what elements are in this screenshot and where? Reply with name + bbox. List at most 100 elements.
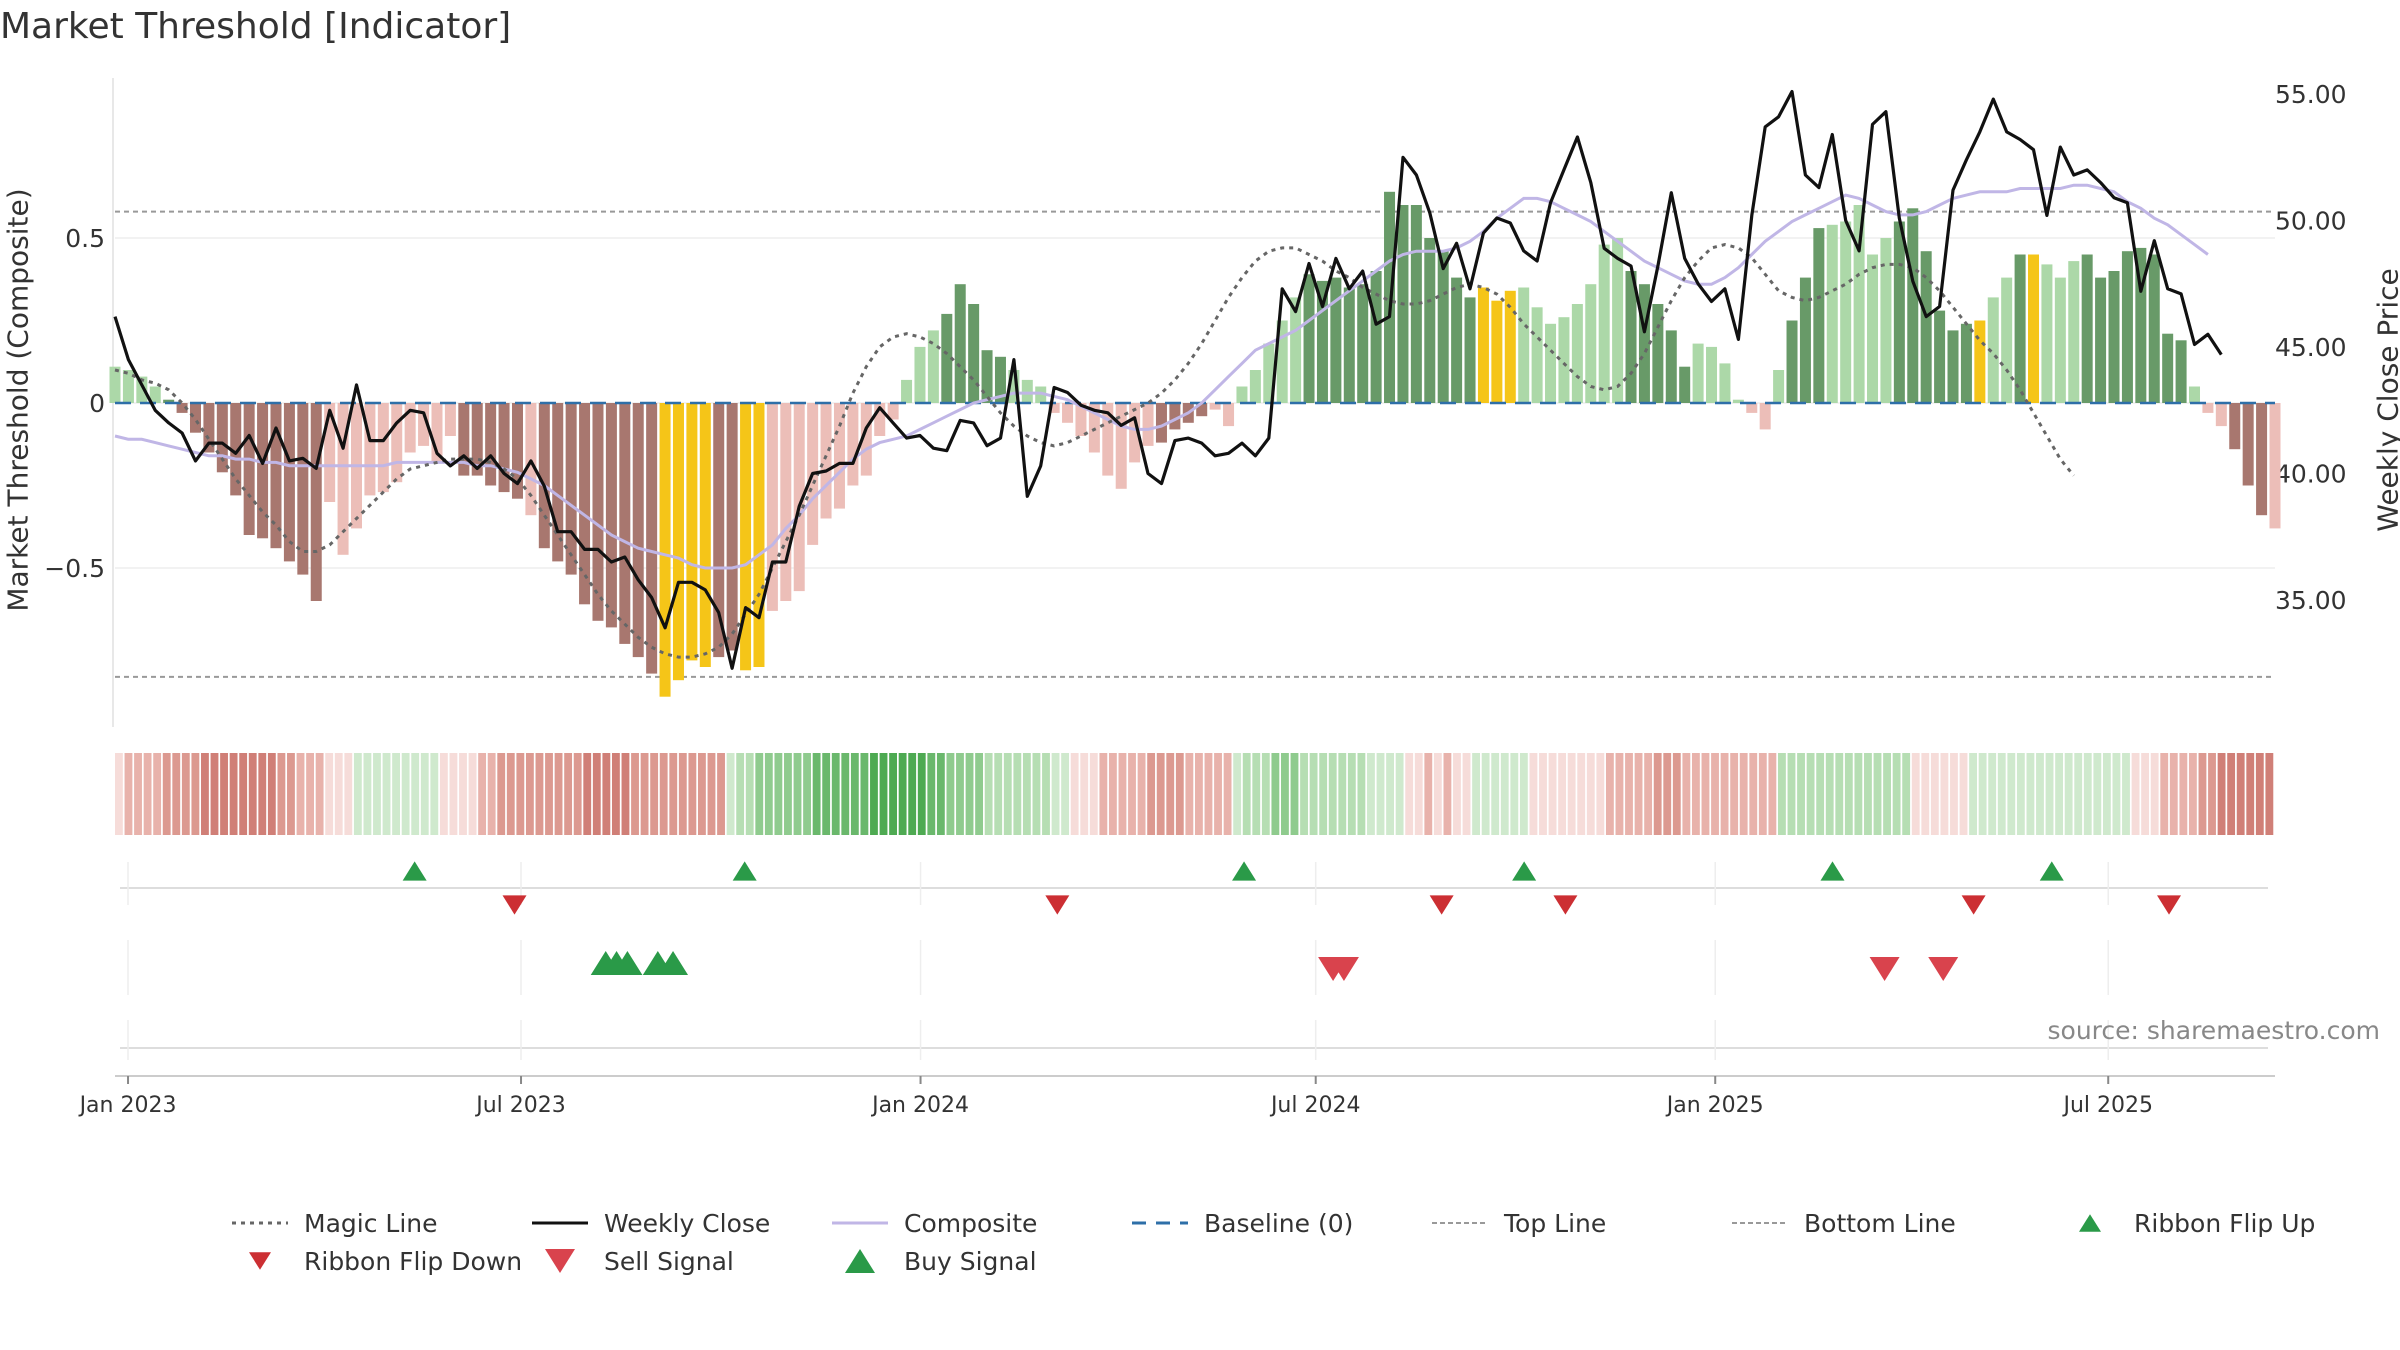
composite-bar (485, 403, 497, 486)
composite-bar (149, 386, 161, 403)
composite-bar (1330, 277, 1342, 403)
ribbon-cell (1883, 753, 1891, 835)
composite-bar (404, 403, 416, 453)
ribbon-cell (1864, 753, 1872, 835)
composite-bar (766, 403, 778, 611)
composite-bar (780, 403, 792, 601)
ribbon-cell (239, 753, 248, 835)
ribbon-cell (1988, 753, 1997, 835)
ribbon-cell (2131, 753, 2140, 835)
composite-bar (968, 304, 980, 403)
ribbon-cell (2255, 753, 2264, 835)
ribbon-cell (277, 753, 286, 835)
composite-bar (1612, 238, 1624, 403)
ribbon-cell (1529, 753, 1538, 835)
composite-bar (2095, 277, 2107, 403)
ribbon-cell (698, 753, 706, 835)
composite-bar (1196, 403, 1208, 417)
composite-bar (324, 403, 336, 502)
ribbon-cell (1930, 753, 1939, 835)
ribbon-cell (1567, 753, 1576, 835)
composite-bar (1062, 403, 1074, 423)
ribbon-cell (1089, 753, 1098, 835)
ribbon-cell (669, 753, 678, 835)
ribbon-cell (1634, 753, 1643, 835)
legend-label: Sell Signal (604, 1246, 734, 1276)
ribbon-cell (353, 753, 362, 835)
composite-bar (1773, 370, 1785, 403)
ribbon-cell (1281, 753, 1289, 835)
composite-bar (1075, 403, 1087, 436)
composite-bar (1585, 284, 1597, 403)
ribbon-cell (344, 753, 353, 835)
composite-bar (941, 313, 953, 403)
ribbon-cell (210, 753, 219, 835)
composite-bar (1437, 251, 1449, 403)
ribbon-cell (1500, 753, 1509, 835)
ribbon-cell (1653, 753, 1662, 835)
composite-bar (954, 284, 966, 403)
legend-swatch (232, 1221, 288, 1225)
ribbon-cell (2016, 753, 2025, 835)
legend-swatch (545, 1249, 575, 1273)
composite-bar (176, 403, 188, 413)
composite-bar (377, 403, 389, 493)
ribbon-cell (1586, 753, 1595, 835)
ribbon-cell (956, 753, 964, 835)
ribbon-cell (1950, 753, 1958, 835)
composite-bar (1249, 370, 1261, 403)
x-tick-label: Jan 2023 (78, 1093, 177, 1118)
ribbon-cell (803, 753, 811, 835)
composite-bar (552, 403, 564, 562)
ribbon-cell (1386, 753, 1394, 835)
composite-bar (1263, 343, 1275, 403)
source-note: source: sharemaestro.com (2047, 1016, 2381, 1045)
composite-bar (1410, 205, 1422, 403)
composite-bar (1706, 346, 1718, 403)
ribbon-cell (506, 753, 515, 835)
ribbon-cell (2083, 753, 2092, 835)
ribbon-cell (315, 753, 324, 835)
composite-bar (1625, 271, 1637, 403)
ribbon-cell (1405, 753, 1414, 835)
composite-bar (230, 403, 242, 496)
composite-bar (2108, 271, 2120, 403)
ribbon-cell (726, 753, 735, 835)
ribbon-cell (946, 753, 955, 835)
legend-item: Weekly Close (530, 1205, 770, 1241)
composite-bar (418, 403, 430, 446)
ribbon-cell (2093, 753, 2102, 835)
ribbon-cell (134, 753, 142, 835)
composite-bar (1880, 238, 1892, 403)
legend-item: Magic Line (230, 1205, 438, 1241)
ribbon-cell (2141, 753, 2150, 835)
ribbon-cell (1099, 753, 1108, 835)
composite-bar (1115, 403, 1127, 489)
ribbon-cell (325, 753, 334, 835)
legend-swatch (1732, 1222, 1788, 1224)
ribbon-cell (2045, 753, 2054, 835)
ribbon-cell (1032, 753, 1041, 835)
ribbon-cell (717, 753, 725, 835)
ribbon-cell (420, 753, 429, 835)
ribbon-cell (1376, 753, 1385, 835)
legend-label: Ribbon Flip Down (304, 1246, 523, 1276)
ribbon-cell (2007, 753, 2016, 835)
ribbon-cell (401, 753, 410, 835)
composite-bar (1048, 403, 1060, 413)
ribbon-cell (1156, 753, 1165, 835)
sell-signal-marker (1928, 957, 1959, 981)
ribbon-cell (2102, 753, 2111, 835)
x-tick-label: Jul 2025 (2061, 1093, 2153, 1118)
composite-bar (2242, 403, 2254, 486)
ribbon-flip-up-marker (1512, 861, 1537, 881)
ribbon-cell (1242, 753, 1251, 835)
composite-bar (820, 403, 832, 519)
ribbon-cell (1701, 753, 1710, 835)
ribbon-cell (898, 753, 907, 835)
ribbon-cell (650, 753, 659, 835)
composite-bar (1719, 363, 1731, 403)
ribbon-cell (831, 753, 840, 835)
ribbon-cell (478, 753, 487, 835)
